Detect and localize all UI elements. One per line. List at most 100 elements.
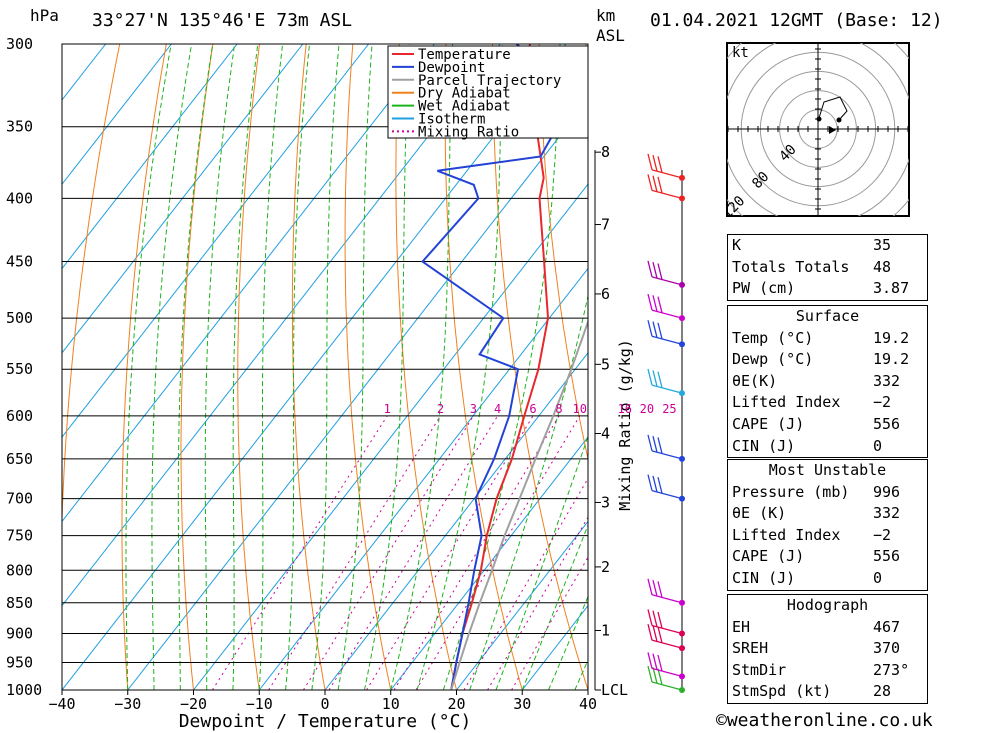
- surface-row: θE(K) 332: [728, 371, 927, 393]
- x-axis-title: Dewpoint / Temperature (°C): [179, 711, 472, 732]
- hodograph-row: SREH 370: [728, 638, 927, 660]
- surface-label: Temp (°C): [732, 328, 814, 347]
- isotherm-line: [127, 99, 588, 690]
- temperature-tick-label: −30: [114, 695, 141, 713]
- wind-barb: [647, 624, 683, 649]
- surface-row: CAPE (J) 556: [728, 414, 927, 436]
- hodograph-value: 28: [873, 682, 892, 701]
- most-unstable-row: Lifted Index −2: [728, 525, 927, 547]
- mixing-ratio-label: 4: [494, 402, 501, 416]
- hodograph-value: 370: [873, 639, 901, 658]
- most-unstable-value: 332: [873, 504, 901, 523]
- dry-adiabat-line: [492, 44, 588, 690]
- mixing-ratio-label: 16: [618, 402, 632, 416]
- height-tick-label: 6: [601, 285, 610, 303]
- mixing-ratio-line: [366, 415, 534, 690]
- wet-adiabat-line: [548, 595, 588, 690]
- pressure-tick-label: 950: [6, 653, 33, 671]
- wet-adiabat-line: [258, 44, 284, 690]
- wind-barb: [647, 474, 683, 500]
- mixing-ratio-line: [302, 415, 474, 690]
- location-title: 33°27'N 135°46'E 73m ASL: [92, 10, 353, 31]
- surface-label: CIN (J): [732, 436, 796, 455]
- isotherm-line: [62, 44, 172, 186]
- wet-adiabat-line: [311, 44, 340, 690]
- temperature-tick-label: −20: [180, 695, 207, 713]
- wind-barb: [647, 665, 683, 691]
- plot-area: [62, 44, 720, 690]
- mixing-ratio-line: [211, 415, 388, 690]
- mixing-ratio-label: 3: [470, 402, 477, 416]
- pressure-tick-label: 550: [6, 360, 33, 378]
- legend-label: Isotherm: [418, 112, 485, 128]
- temperature-tick-label: −40: [48, 695, 75, 713]
- temperature-tick-label: −10: [246, 695, 273, 713]
- temperature-tick-label: 10: [382, 695, 400, 713]
- surface-value: 0: [873, 436, 883, 455]
- most-unstable-label: CIN (J): [732, 568, 796, 587]
- hodograph-label: StmDir: [732, 660, 787, 679]
- dry-adiabat-line: [679, 44, 720, 690]
- pressure-tick-label: 850: [6, 594, 33, 612]
- wet-adiabat-line: [574, 658, 588, 690]
- hodograph-label: EH: [732, 617, 751, 636]
- most-unstable-value: 0: [873, 568, 883, 587]
- pressure-tick-label: 1000: [6, 681, 42, 699]
- legend-box: [387, 45, 589, 139]
- credit-label[interactable]: ©weatheronline.co.uk: [716, 710, 933, 731]
- mixing-ratio-label: 1: [384, 402, 391, 416]
- pressure-tick-label: 700: [6, 490, 33, 508]
- isotherm-line: [390, 436, 588, 690]
- wet-adiabat-line: [125, 44, 172, 690]
- mixing-ratio-label: 2: [437, 402, 444, 416]
- wet-adiabat-line: [285, 44, 310, 690]
- hodograph-title: Hodograph: [786, 596, 869, 614]
- legend-label: Temperature: [418, 47, 511, 63]
- wind-barb: [647, 368, 683, 394]
- height-tick-label: 8: [601, 143, 610, 161]
- most-unstable-label: CAPE (J): [732, 547, 805, 566]
- wet-adiabat-line: [337, 44, 373, 690]
- legend-label: Parcel Trajectory: [418, 73, 561, 89]
- surface-label: Dewp (°C): [732, 350, 814, 369]
- wet-adiabat-line: [177, 44, 214, 690]
- dry-adiabat-line: [180, 44, 214, 690]
- height-tick-label: 1: [601, 621, 610, 639]
- wind-barb: [647, 293, 683, 319]
- pressure-tick-label: 900: [6, 624, 33, 642]
- temperature-tick-label: 40: [579, 695, 597, 713]
- dry-adiabat-line: [291, 44, 326, 690]
- height-tick-label: 5: [601, 355, 610, 373]
- pressure-tick-label: 300: [6, 35, 33, 53]
- isotherm-line: [258, 267, 588, 690]
- pressure-tick-label: 600: [6, 407, 33, 425]
- pressure-tick-label: 450: [6, 253, 33, 271]
- storm-motion-marker: [829, 126, 836, 134]
- dry-adiabat-line: [62, 44, 121, 690]
- index-label: PW (cm): [732, 279, 796, 298]
- isotherm-line: [324, 352, 588, 690]
- surface-value: 556: [873, 414, 901, 433]
- wind-barb: [647, 434, 683, 460]
- mixing-ratio-label: 6: [529, 402, 536, 416]
- isotherm-line: [62, 44, 304, 354]
- hodograph-value: 273°: [873, 660, 910, 679]
- index-row: PW (cm) 3.87: [728, 278, 927, 300]
- km-unit-label: km: [596, 6, 616, 25]
- dry-adiabat-line: [121, 44, 167, 690]
- hodograph-table: Hodograph EH 467 SREH 370 StmDir 273° StmSpd (…: [727, 594, 928, 704]
- legend-label: Dry Adiabat: [418, 86, 511, 102]
- surface-row: CIN (J) 0: [728, 436, 927, 458]
- pressure-tick-label: 400: [6, 189, 33, 207]
- most-unstable-row: CAPE (J) 556: [728, 546, 927, 568]
- surface-label: Lifted Index: [732, 393, 841, 412]
- temperature-tick-label: 30: [513, 695, 531, 713]
- legend-label: Dewpoint: [418, 60, 485, 76]
- wind-barb: [647, 174, 683, 199]
- wet-adiabat-line: [204, 44, 236, 690]
- wind-barb: [647, 260, 683, 286]
- parcel-trajectory-profile: [450, 319, 588, 690]
- isotherm-line: [62, 44, 567, 690]
- legend-label: Mixing Ratio: [418, 124, 519, 140]
- index-value: 35: [873, 236, 892, 254]
